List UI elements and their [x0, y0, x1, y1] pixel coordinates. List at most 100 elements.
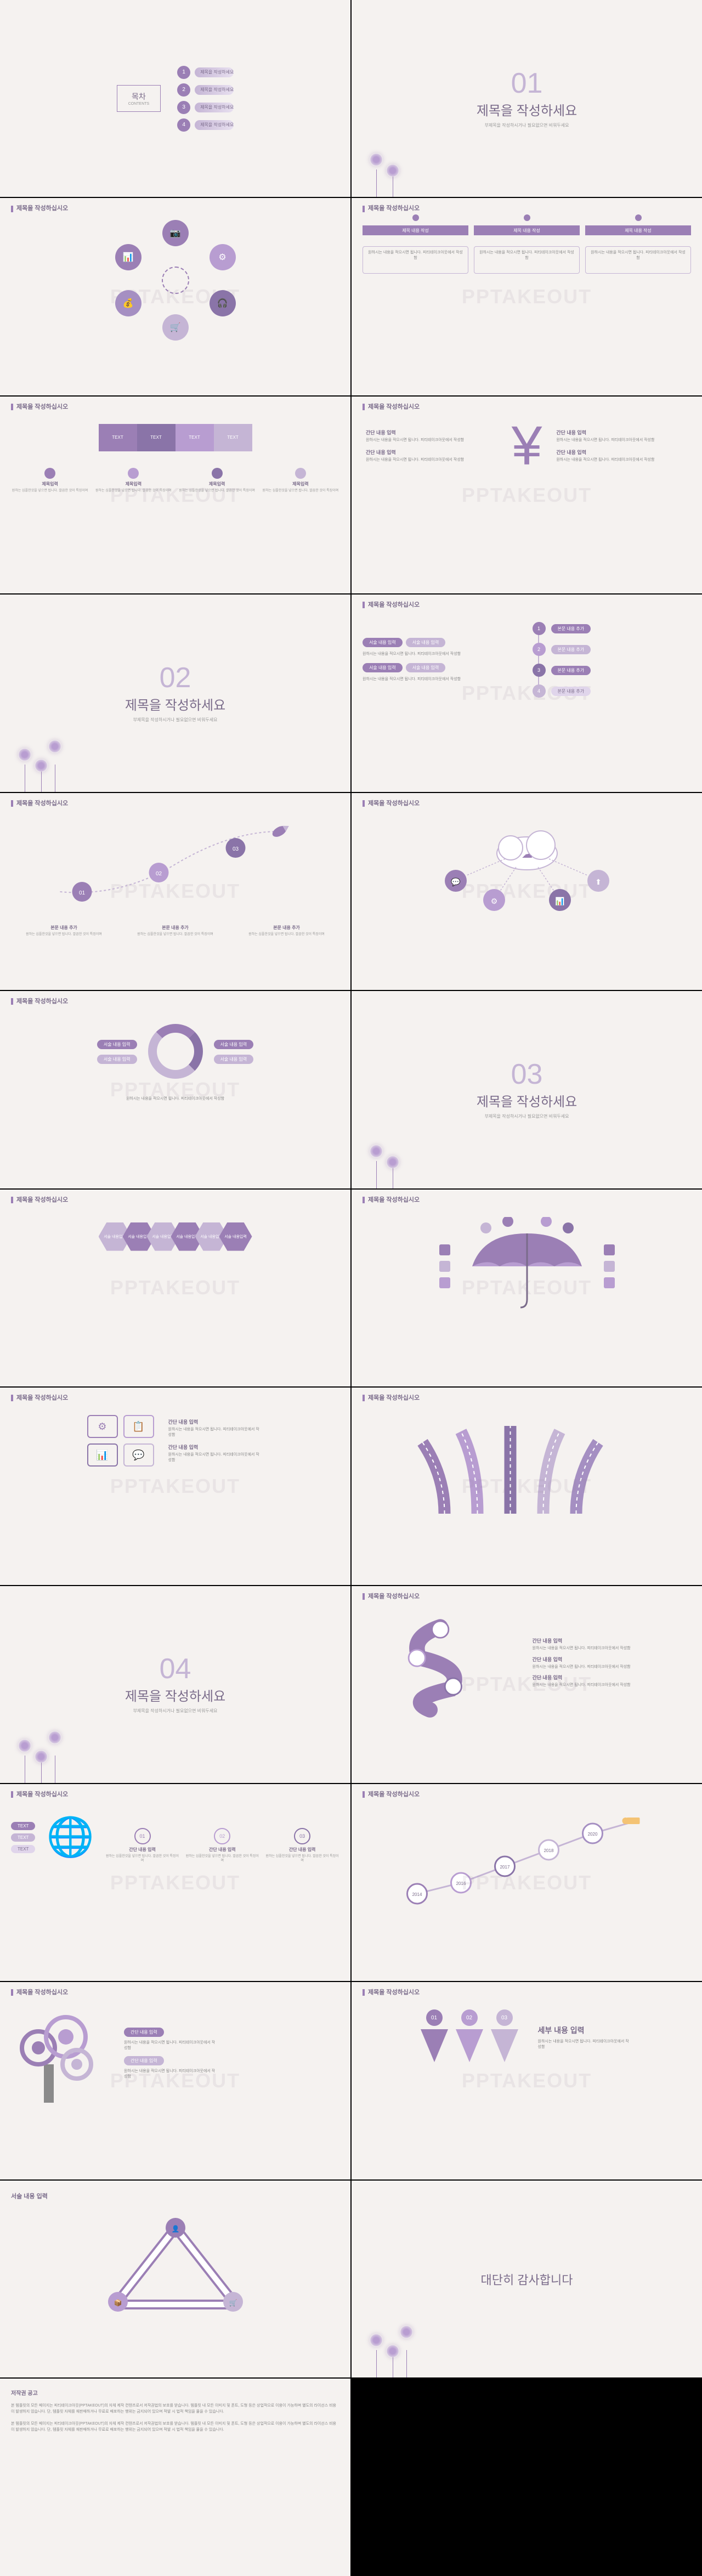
- svg-text:💬: 💬: [451, 877, 461, 887]
- slide-title: 제목을 작성하십시오: [363, 1988, 420, 1996]
- slide-end: 대단히 감사합니다: [352, 2181, 702, 2377]
- slide-circle-ring: 제목을 작성하십시오 PPTAKEOUT 📷 ⚙ 🎧 🛒 💰 📊: [0, 198, 350, 395]
- slide-title: 제목을 작성하십시오: [11, 203, 68, 212]
- timeline: 제목 내용 작성 원하시는 내용을 적으시면 됩니다. 피티테이크아웃에서 작성…: [363, 225, 691, 274]
- flower-icon: [47, 1731, 63, 1783]
- watermark: PPTAKEOUT: [110, 1276, 240, 1299]
- svg-text:02: 02: [156, 871, 162, 877]
- watermark: PPTAKEOUT: [462, 2069, 592, 2092]
- slide-section-02: 02 제목을 작성하세요 부제목을 작성하시거나 필요없으면 비워두세요: [0, 595, 350, 791]
- watermark: PPTAKEOUT: [110, 1475, 240, 1498]
- section-title: 제목을 작성하세요: [477, 100, 577, 119]
- slide-title: 제목을 작성하십시오: [11, 1790, 68, 1798]
- slide-toc: 목차 CONTENTS 1제목을 작성하세요 2제목을 작성하세요 3제목을 작…: [0, 0, 350, 197]
- flower-icon: [368, 1145, 384, 1188]
- slide-hex: 제목을 작성하십시오 PPTAKEOUT 서술 내용입력 서술 내용입력 서술 …: [0, 1190, 350, 1386]
- slide-yen: 제목을 작성하십시오 PPTAKEOUT 간단 내용 입력원하시는 내용을 적으…: [352, 397, 702, 593]
- ribbon-chain: TEXT TEXT TEXT TEXT: [11, 424, 339, 451]
- svg-text:2020: 2020: [588, 1832, 598, 1837]
- slide-inverted-tri: 제목을 작성하십시오 PPTAKEOUT 01 02 03 세부 내용 입력 원…: [352, 1982, 702, 2179]
- slide-title: 제목을 작성하십시오: [11, 997, 68, 1005]
- text-right: 간단 내용 입력원하시는 내용을 적으시면 됩니다. 피티테이크아웃에서 작성함…: [553, 426, 691, 466]
- svg-text:2014: 2014: [412, 1892, 422, 1897]
- timeline-item: 제목 내용 작성 원하시는 내용을 적으시면 됩니다. 피티테이크아웃에서 작성…: [363, 225, 468, 274]
- umbrella-diagram: [363, 1217, 691, 1318]
- slide-empty: [352, 2379, 702, 2575]
- flower-icon: [384, 1156, 401, 1188]
- donut-chart: [148, 1024, 203, 1079]
- flower-icon: [384, 164, 401, 197]
- slide-ribbon: 제목을 작성하십시오 PPTAKEOUT TEXT TEXT TEXT TEXT…: [0, 397, 350, 593]
- section-num: 02: [160, 664, 191, 692]
- svg-text:📊: 📊: [555, 897, 564, 906]
- license-body: 본 템플릿의 모든 페이지는 피티테이크아웃(PPTAKEOUT)의 자체 제작…: [11, 2403, 339, 2415]
- section-subtitle: 부제목을 작성하시거나 필요없으면 비워두세요: [133, 1708, 218, 1714]
- license-body2: 본 템플릿의 모든 페이지는 피티테이크아웃(PPTAKEOUT)의 자체 제작…: [11, 2421, 339, 2433]
- tree-diagram: 간단 내용 입력 원하시는 내용을 적으시면 됩니다. 피티테이크아웃에서 작성…: [11, 2004, 339, 2103]
- grid-icon: 💬: [123, 1443, 154, 1467]
- slide-growth: 제목을 작성하십시오 PPTAKEOUT 2014 2016 2017 2018…: [352, 1784, 702, 1981]
- section-subtitle: 부제목을 작성하시거나 필요없으면 비워두세요: [485, 122, 569, 128]
- section-subtitle: 부제목을 작성하시거나 필요없으면 비워두세요: [485, 1113, 569, 1119]
- toc-title-en: CONTENTS: [128, 102, 150, 106]
- slide-title: 제목을 작성하십시오: [11, 1988, 68, 1996]
- slide-title: 제목을 작성하십시오: [363, 203, 420, 212]
- section-title: 제목을 작성하세요: [125, 694, 225, 714]
- toc-items: 1제목을 작성하세요 2제목을 작성하세요 3제목을 작성하세요 4제목을 작성…: [177, 66, 234, 132]
- slide-globe: 제목을 작성하십시오 PPTAKEOUT TEXT TEXT TEXT 🌐 01…: [0, 1784, 350, 1981]
- slide-title: 제목을 작성하십시오: [363, 1592, 420, 1600]
- svg-text:01: 01: [79, 890, 86, 896]
- watermark: PPTAKEOUT: [462, 484, 592, 507]
- svg-text:👤: 👤: [171, 2225, 179, 2233]
- toc-title-box: 목차 CONTENTS: [117, 85, 161, 112]
- svg-text:🛒: 🛒: [229, 2299, 237, 2307]
- ribbon: TEXT: [137, 424, 176, 451]
- slide-title: 제목을 작성하십시오: [11, 1195, 68, 1204]
- slide-tree: 제목을 작성하십시오 PPTAKEOUT 간단 내용 입력 원하시는 내용을 적…: [0, 1982, 350, 2179]
- ribbon: TEXT: [99, 424, 137, 451]
- slide-title: 제목을 작성하십시오: [11, 402, 68, 411]
- slide-snake: 제목을 작성하십시오 PPTAKEOUT 간단 내용 입력원하시는 내용을 적으…: [352, 1586, 702, 1783]
- globe-icon: 🌐: [46, 1815, 94, 1860]
- info-row: 제목입력원하는 심플한것을 넣으면 됩니다. 깔끔한 것이 특징이며 제목입력원…: [11, 468, 339, 493]
- watermark: PPTAKEOUT: [462, 285, 592, 308]
- flower-icon: [16, 1739, 33, 1783]
- cloud-diagram: ☁ 💬 ⚙ 📊 ⬆: [363, 820, 691, 922]
- section-num: 01: [511, 69, 543, 98]
- ribbon: TEXT: [176, 424, 214, 451]
- svg-text:2017: 2017: [500, 1865, 510, 1870]
- rocket-diagram: 01 02 03: [11, 820, 339, 908]
- toc-title: 목차: [128, 91, 150, 102]
- slide-section-04: 04 제목을 작성하세요 부제목을 작성하시거나 필요없으면 비워두세요: [0, 1586, 350, 1783]
- slide-title: 제목을 작성하십시오: [363, 1195, 420, 1204]
- flower-icon: [368, 153, 384, 197]
- snake-diagram: [363, 1619, 518, 1718]
- slide-title: 제목을 작성하십시오: [363, 1790, 420, 1798]
- svg-text:⚙: ⚙: [490, 897, 497, 905]
- slide-roads: 제목을 작성하십시오 PPTAKEOUT: [352, 1388, 702, 1584]
- slide-section-01: 01 제목을 작성하세요 부제목을 작성하시거나 필요없으면 비워두세요: [352, 0, 702, 197]
- section-num: 04: [160, 1655, 191, 1683]
- slide-grid: 목차 CONTENTS 1제목을 작성하세요 2제목을 작성하세요 3제목을 작…: [0, 0, 702, 2576]
- slide-donut: 제목을 작성하십시오 PPTAKEOUT 서술 내용 입력 서술 내용 입력 서…: [0, 991, 350, 1188]
- slide-icons-grid: 제목을 작성하십시오 PPTAKEOUT ⚙ 📋 📊 💬 간단 내용 입력원하시…: [0, 1388, 350, 1584]
- flower-icon: [368, 2334, 384, 2377]
- svg-text:03: 03: [233, 846, 239, 852]
- toc-item: 4제목을 작성하세요: [177, 118, 234, 132]
- circle-diagram: 📷 ⚙ 🎧 🛒 💰 📊: [115, 220, 236, 341]
- grid-icon: ⚙: [87, 1415, 118, 1438]
- slide-section-03: 03 제목을 작성하세요 부제목을 작성하시거나 필요없으면 비워두세요: [352, 991, 702, 1188]
- grid-icon: 📊: [87, 1443, 118, 1467]
- svg-text:⬆: ⬆: [595, 877, 602, 886]
- ribbon: TEXT: [214, 424, 252, 451]
- toc-item: 2제목을 작성하세요: [177, 83, 234, 97]
- slide-umbrella: 제목을 작성하십시오 PPTAKEOUT: [352, 1190, 702, 1386]
- slide-timeline: 제목을 작성하십시오 PPTAKEOUT 제목 내용 작성 원하시는 내용을 적…: [352, 198, 702, 395]
- end-text: 대단히 감사합니다: [480, 2271, 573, 2288]
- flower-icon: [16, 748, 33, 792]
- svg-text:📦: 📦: [114, 2299, 122, 2307]
- toc-item: 3제목을 작성하세요: [177, 101, 234, 114]
- hex-row: 서술 내용입력 서술 내용입력 서술 내용입력 서술 내용입력 서술 내용입력 …: [11, 1222, 339, 1251]
- slide-triangle-outline: 서술 내용 입력 👤 📦 🛒: [0, 2181, 350, 2377]
- growth-chart: 2014 2016 2017 2018 2020: [363, 1811, 691, 1910]
